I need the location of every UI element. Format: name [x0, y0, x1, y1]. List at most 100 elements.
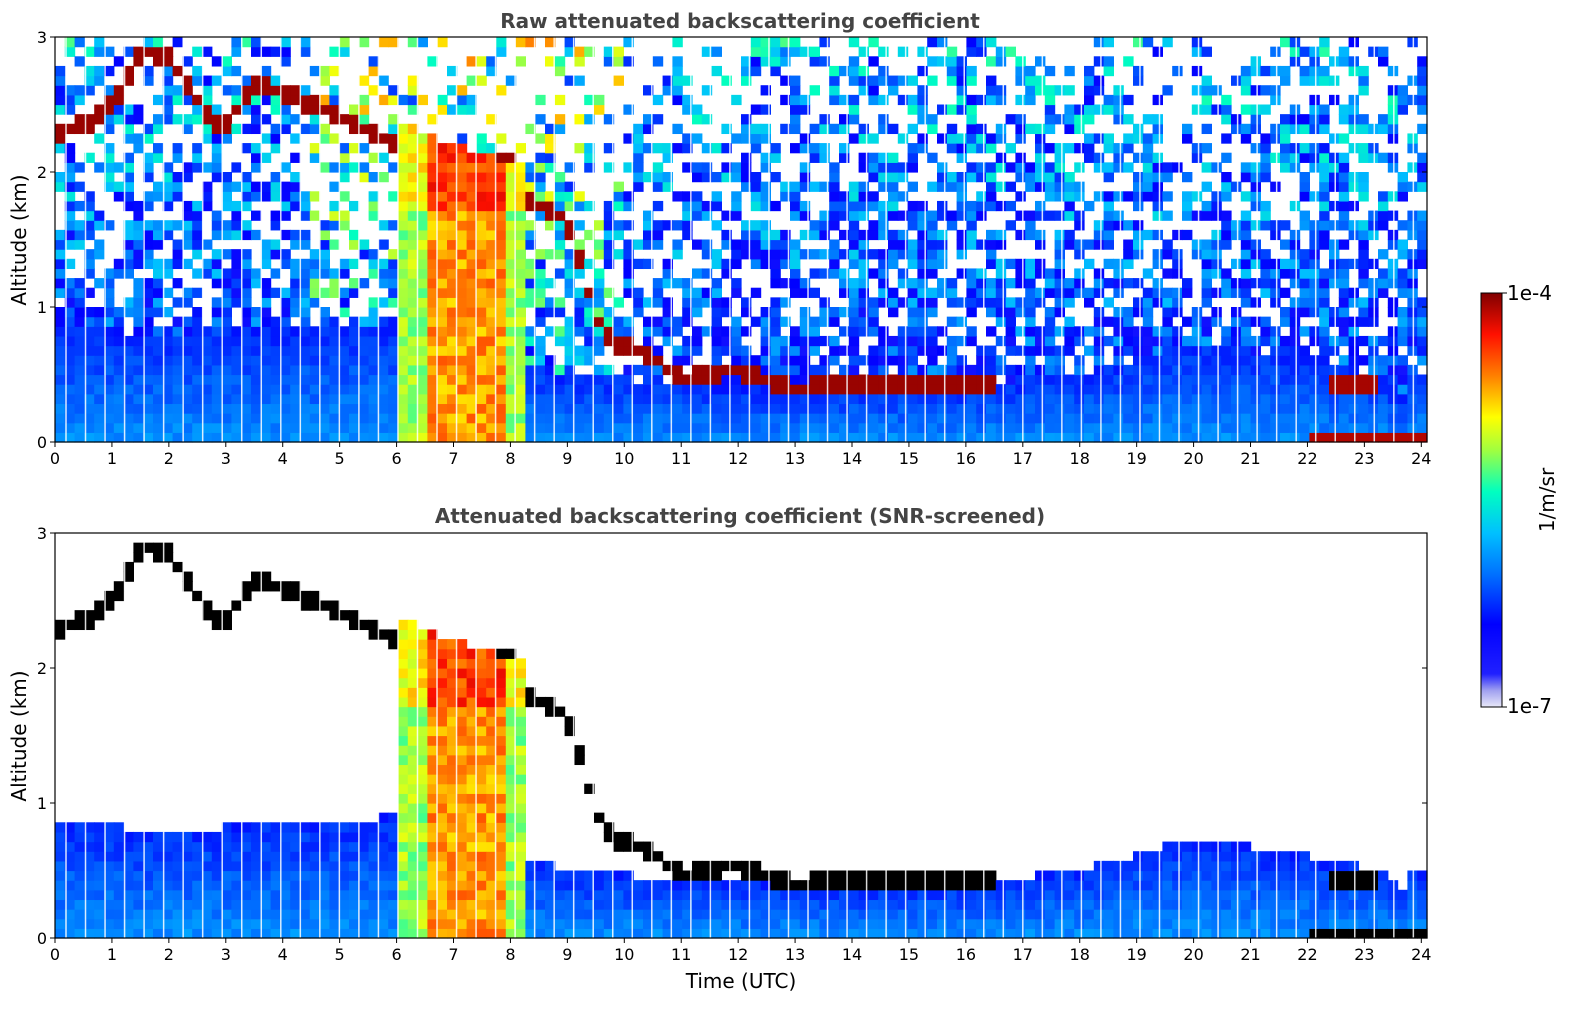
heatmap-cell [1387, 268, 1399, 279]
heatmap-cell [760, 403, 771, 414]
heatmap-cell [515, 393, 526, 405]
heatmap-cell [172, 316, 183, 327]
heatmap-cell [476, 335, 487, 347]
heatmap-cell [525, 162, 536, 173]
heatmap-cell [270, 326, 281, 337]
heatmap-cell [868, 364, 879, 376]
heatmap-cell [976, 364, 987, 376]
heatmap-cell [790, 258, 801, 270]
heatmap-cell [202, 326, 213, 337]
heatmap-cell [1054, 422, 1065, 433]
heatmap-cell [153, 297, 164, 308]
heatmap-cell [711, 374, 722, 385]
heatmap-cell [388, 94, 399, 106]
heatmap-cell [1397, 393, 1408, 405]
heatmap-cell [799, 326, 811, 337]
heatmap-cell [1378, 403, 1389, 414]
heatmap-cell [652, 345, 664, 356]
heatmap-cell [682, 104, 693, 115]
heatmap-cell [339, 37, 350, 48]
heatmap-cell [260, 287, 272, 298]
heatmap-cell [113, 422, 125, 433]
heatmap-cell [427, 696, 438, 708]
heatmap-cell [917, 210, 928, 221]
heatmap-cell [888, 422, 899, 433]
heatmap-cell [848, 239, 860, 250]
heatmap-cell [1103, 258, 1114, 270]
heatmap-cell [1309, 220, 1320, 231]
heatmap-cell [260, 571, 272, 582]
heatmap-cell [937, 345, 948, 356]
heatmap-cell [1074, 355, 1085, 366]
heatmap-cell [1093, 413, 1105, 424]
heatmap-cell [319, 287, 330, 298]
heatmap-cell [505, 384, 517, 395]
heatmap-cell [564, 162, 575, 173]
heatmap-cell [388, 114, 399, 125]
heatmap-cell [486, 56, 497, 67]
heatmap-cell [1211, 355, 1222, 366]
heatmap-cell [123, 561, 134, 573]
heatmap-cell [1309, 326, 1320, 337]
heatmap-cell [1348, 364, 1359, 376]
heatmap-cell [260, 152, 272, 163]
heatmap-cell [437, 870, 448, 881]
heatmap-cell [211, 220, 223, 231]
heatmap-cell [221, 831, 232, 843]
heatmap-cell [858, 297, 869, 308]
heatmap-cell [1015, 403, 1026, 414]
heatmap-cell [349, 364, 360, 376]
heatmap-cell [643, 403, 654, 414]
heatmap-cell [741, 364, 752, 376]
heatmap-cell [545, 355, 556, 366]
heatmap-cell [652, 374, 664, 385]
heatmap-cell [1387, 162, 1399, 173]
heatmap-cell [927, 239, 938, 250]
heatmap-cell [427, 706, 438, 717]
heatmap-cell [447, 774, 458, 785]
heatmap-cell [515, 191, 526, 202]
heatmap-cell [505, 200, 517, 212]
heatmap-cell [319, 432, 330, 443]
heatmap-cell [231, 345, 242, 356]
heatmap-cell [260, 928, 272, 939]
heatmap-cell [388, 85, 399, 96]
heatmap-cell [535, 345, 546, 356]
heatmap-cell [251, 403, 262, 414]
heatmap-cell [515, 239, 526, 250]
heatmap-cell [515, 860, 526, 872]
heatmap-cell [251, 152, 262, 163]
heatmap-cell [94, 393, 105, 405]
heatmap-cell [1172, 374, 1183, 385]
heatmap-cell [133, 133, 144, 144]
heatmap-cell [211, 619, 223, 631]
heatmap-cell [515, 822, 526, 833]
heatmap-cell [1054, 384, 1065, 395]
heatmap-cell [1074, 114, 1085, 125]
heatmap-cell [143, 403, 154, 414]
heatmap-cell [584, 229, 595, 241]
heatmap-cell [309, 860, 321, 872]
heatmap-cell [505, 677, 517, 688]
heatmap-cell [1054, 345, 1065, 356]
heatmap-cell [496, 432, 507, 443]
heatmap-cell [829, 268, 840, 279]
heatmap-cell [496, 335, 507, 347]
heatmap-cell [456, 181, 468, 192]
heatmap-cell [1044, 403, 1056, 414]
heatmap-cell [1329, 413, 1340, 424]
heatmap-cell [1250, 123, 1261, 135]
heatmap-cell [104, 94, 115, 106]
heatmap-cell [251, 143, 262, 154]
heatmap-cell [447, 812, 458, 823]
heatmap-cell [1260, 249, 1271, 260]
heatmap-cell [104, 114, 115, 125]
heatmap-cell [927, 374, 938, 385]
heatmap-cell [1231, 229, 1242, 241]
heatmap-cell [711, 403, 722, 414]
heatmap-cell [1231, 287, 1242, 298]
heatmap-cell [251, 889, 262, 901]
heatmap-cell [946, 413, 958, 424]
heatmap-cell [1348, 229, 1359, 241]
heatmap-cell [1280, 268, 1291, 279]
